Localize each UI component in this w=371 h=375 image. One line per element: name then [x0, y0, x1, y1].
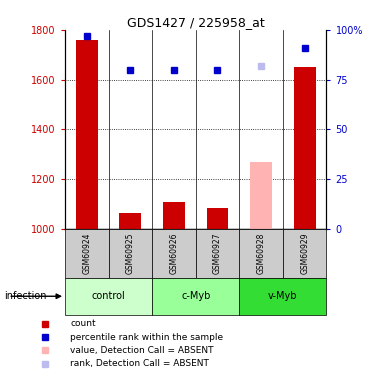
Text: count: count — [70, 320, 96, 328]
Bar — [250, 162, 272, 229]
Bar — [76, 40, 98, 229]
Bar — [152, 229, 196, 278]
Bar — [108, 229, 152, 278]
Bar — [152, 278, 239, 315]
Title: GDS1427 / 225958_at: GDS1427 / 225958_at — [127, 16, 265, 29]
Text: GSM60925: GSM60925 — [126, 232, 135, 274]
Bar — [207, 209, 229, 229]
Text: rank, Detection Call = ABSENT: rank, Detection Call = ABSENT — [70, 359, 209, 368]
Text: GSM60927: GSM60927 — [213, 232, 222, 274]
Text: c-Myb: c-Myb — [181, 291, 210, 301]
Bar — [239, 278, 326, 315]
Text: percentile rank within the sample: percentile rank within the sample — [70, 333, 224, 342]
Text: value, Detection Call = ABSENT: value, Detection Call = ABSENT — [70, 346, 214, 355]
Text: GSM60924: GSM60924 — [82, 232, 91, 274]
Text: infection: infection — [4, 291, 46, 301]
Bar — [65, 229, 109, 278]
Text: control: control — [92, 291, 125, 301]
Bar — [65, 278, 152, 315]
Bar — [239, 229, 283, 278]
Text: GSM60929: GSM60929 — [300, 232, 309, 274]
Bar — [163, 202, 185, 229]
Bar — [196, 229, 239, 278]
Bar — [119, 213, 141, 229]
Bar — [283, 229, 326, 278]
Text: GSM60928: GSM60928 — [257, 232, 266, 274]
Text: GSM60926: GSM60926 — [170, 232, 178, 274]
Bar — [294, 67, 316, 229]
Text: v-Myb: v-Myb — [268, 291, 298, 301]
